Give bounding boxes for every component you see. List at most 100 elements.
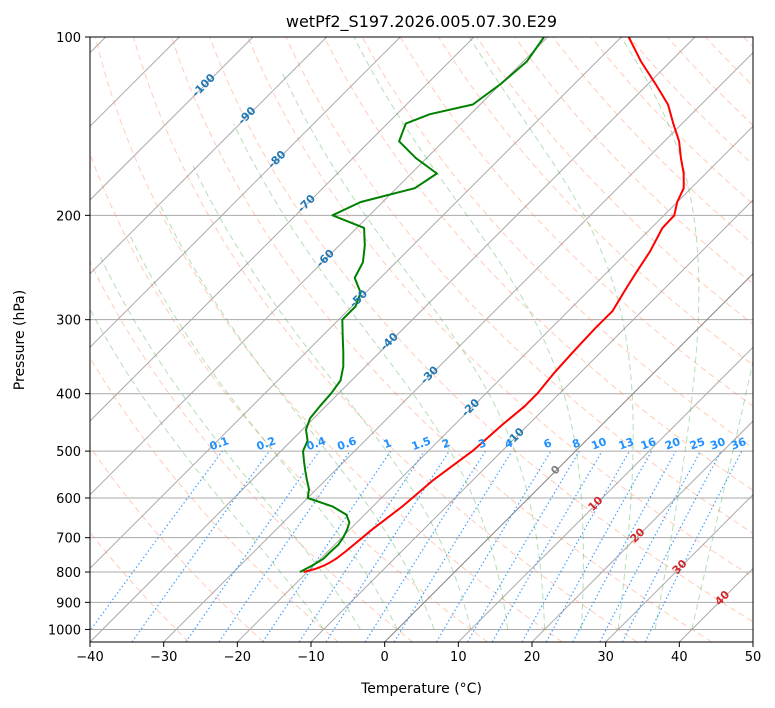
y-tick-label: 1000 [48, 623, 81, 638]
mixing-ratio-label: 2 [440, 436, 452, 451]
isotherm-line [90, 37, 401, 349]
axis-ticks: −40 −30 −20 −10 0 10 20 30 40 5010020030040050060… [48, 31, 761, 665]
moist-adiabats [90, 37, 753, 630]
moist-adiabat [99, 256, 361, 630]
dry-adiabat [171, 37, 712, 642]
x-tick-label: −30 [150, 650, 177, 665]
isotherm-line [236, 125, 753, 642]
y-tick-label: 600 [56, 492, 81, 507]
mixing-ratio-label: 6 [542, 436, 554, 451]
x-tick-label: −40 [76, 650, 103, 665]
moist-adiabat [90, 308, 325, 630]
dry-adiabat [90, 260, 414, 642]
mixing-ratio-label: 20 [663, 435, 682, 453]
dry-adiabat [514, 37, 753, 285]
isotherm-line [384, 272, 753, 642]
mixing-ratio-line [262, 450, 392, 642]
x-tick-label: −10 [297, 650, 324, 665]
mixing-ratio-line [325, 450, 450, 642]
mixing-ratio-label: 0.4 [305, 434, 328, 453]
moist-adiabat [158, 201, 435, 630]
mixing-ratio-line [521, 450, 631, 642]
mixing-ratio-label: 10 [590, 435, 609, 453]
isotherm-line [90, 37, 328, 275]
moist-adiabat [620, 37, 700, 630]
pressure-gridlines [90, 37, 753, 630]
mixing-ratio-label: 8 [570, 436, 582, 451]
mixing-ratio-lines [90, 450, 743, 642]
dry-adiabat [90, 356, 339, 642]
mixing-ratio-line [185, 450, 320, 642]
dry-adiabat [132, 37, 638, 642]
dry-adiabats [90, 37, 753, 642]
mixing-ratio-line [131, 450, 270, 642]
mixing-ratio-label: 3 [476, 436, 488, 451]
isotherm-line [90, 37, 696, 642]
sounding-series [299, 37, 685, 573]
mixing-ratio-line [298, 450, 425, 642]
chart-title: wetPf2_S197.2026.005.07.30.E29 [286, 12, 557, 32]
mixing-ratio-line [218, 450, 351, 642]
y-tick-label: 100 [56, 31, 81, 46]
mixing-ratio-line [90, 450, 223, 632]
dry-adiabat [476, 37, 753, 325]
dry-adiabat [285, 37, 753, 535]
dry-adiabat [323, 37, 753, 491]
mixing-ratio-label: 1 [382, 436, 394, 451]
isotherm-line [90, 37, 622, 570]
y-tick-label: 900 [56, 596, 81, 611]
plot-frame [89, 36, 754, 643]
moist-adiabat [128, 233, 398, 630]
mixing-ratio-label: 13 [617, 435, 636, 452]
y-tick-label: 400 [56, 388, 81, 403]
dry-adiabat [94, 37, 563, 642]
dry-adiabat [247, 37, 753, 578]
y-axis-label: Pressure (hPa) [12, 290, 28, 390]
x-tick-label: 0 [381, 650, 389, 665]
y-tick-label: 500 [56, 445, 81, 460]
x-tick-label: 20 [524, 650, 541, 665]
y-tick-label: 700 [56, 532, 81, 547]
x-tick-label: 10 [450, 650, 467, 665]
mixing-ratio-line [572, 450, 677, 642]
moist-adiabat [233, 123, 509, 630]
mixing-ratio-label: 0.2 [255, 434, 278, 453]
y-tick-label: 300 [56, 314, 81, 329]
mixing-ratio-labels: 0.1 0.2 0.4 0.6 1 1.5 2 3 4 6 8 10 13 16 20 25 30 36 [208, 434, 748, 453]
mixing-ratio-label: 4 [503, 436, 515, 451]
isotherm-line [310, 199, 753, 642]
isotherm-line [163, 51, 753, 642]
mixing-ratio-line [545, 450, 653, 642]
isotherm-line [90, 37, 254, 201]
dry-adiabat [90, 446, 264, 642]
mixing-ratio-label: 36 [729, 435, 748, 453]
mixing-ratio-label: 1.5 [410, 434, 433, 453]
y-tick-label: 200 [56, 209, 81, 224]
x-tick-label: 40 [671, 650, 688, 665]
mixing-ratio-label: 30 [708, 435, 727, 453]
isotherm-lines [90, 37, 753, 642]
mixing-ratio-label: 25 [688, 435, 707, 452]
dry-adiabat [209, 37, 753, 623]
y-tick-label: 800 [56, 566, 81, 581]
isotherm-line [90, 37, 549, 496]
x-tick-label: 30 [597, 650, 614, 665]
mixing-ratio-label: 0.1 [208, 434, 231, 453]
mixing-ratio-line [393, 450, 513, 642]
moist-adiabat [192, 165, 472, 630]
moist-adiabat [469, 37, 634, 630]
moist-adiabat [691, 358, 753, 630]
moist-adiabat [353, 37, 584, 630]
x-tick-label: 50 [745, 650, 762, 665]
isotherm-line [531, 420, 753, 642]
isotherm-line [457, 346, 753, 642]
dewpoint-profile [299, 37, 545, 573]
moist-adiabat [281, 72, 546, 630]
mixing-ratio-label: 0.6 [336, 434, 359, 453]
x-tick-label: −20 [224, 650, 251, 665]
mixing-ratio-label: 16 [639, 435, 658, 453]
x-axis-label: Temperature (°C) [360, 681, 482, 697]
isotherm-line [90, 37, 475, 422]
